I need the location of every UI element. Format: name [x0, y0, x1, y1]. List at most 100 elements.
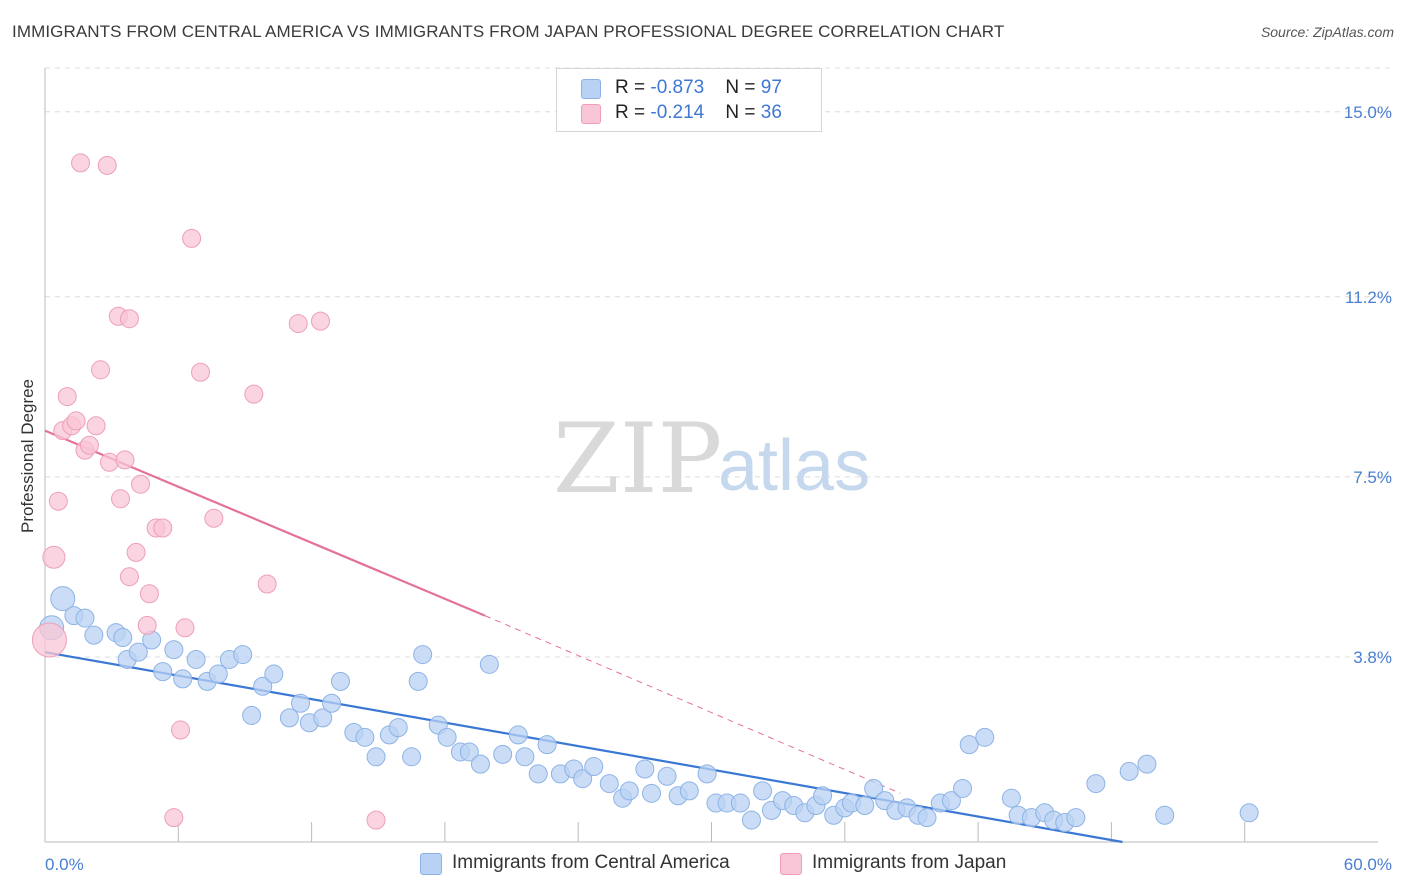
legend-swatch-pink: [581, 104, 601, 124]
point-central-america: [1155, 805, 1175, 825]
point-central-america: [1001, 788, 1021, 808]
point-japan: [131, 474, 151, 494]
point-central-america: [528, 764, 548, 784]
legend-r-label: R =: [615, 77, 651, 98]
point-central-america: [599, 774, 619, 794]
point-central-america: [402, 747, 422, 767]
point-central-america: [186, 649, 206, 669]
y-tick-label: 15.0%: [1344, 103, 1392, 122]
point-central-america: [657, 766, 677, 786]
y-tick-label: 7.5%: [1353, 468, 1392, 487]
point-japan: [153, 518, 173, 538]
legend-r-value: -0.873: [650, 77, 705, 98]
legend-r-label: R =: [615, 102, 651, 123]
x-tick-label: 60.0%: [1344, 855, 1392, 874]
point-japan: [244, 384, 264, 404]
point-central-america: [619, 781, 639, 801]
point-japan: [31, 622, 67, 658]
grid-lines: [45, 67, 1392, 658]
legend-n-label: N =: [725, 102, 761, 123]
point-japan: [57, 387, 77, 407]
point-central-america: [515, 747, 535, 767]
point-central-america: [975, 727, 995, 747]
point-central-america: [233, 645, 253, 665]
point-central-america: [642, 783, 662, 803]
point-central-america: [479, 654, 499, 674]
point-central-america: [855, 795, 875, 815]
point-japan: [204, 508, 224, 528]
point-japan: [126, 542, 146, 562]
series-label-japan: Immigrants from Japan: [812, 852, 1007, 873]
point-central-america: [322, 693, 342, 713]
point-japan: [139, 584, 159, 604]
point-central-america: [697, 764, 717, 784]
point-central-america: [917, 808, 937, 828]
point-central-america: [408, 671, 428, 691]
point-central-america: [459, 742, 479, 762]
point-central-america: [813, 786, 833, 806]
point-central-america: [113, 628, 133, 648]
point-central-america: [128, 642, 148, 662]
legend-n-value: 97: [760, 77, 782, 98]
point-central-america: [388, 718, 408, 738]
point-central-america: [208, 664, 228, 684]
point-japan: [310, 311, 330, 331]
point-central-america: [1119, 761, 1139, 781]
point-japan: [48, 491, 68, 511]
point-central-america: [953, 778, 973, 798]
legend-swatch-blue: [581, 79, 601, 99]
point-central-america: [173, 669, 193, 689]
point-central-america: [1086, 774, 1106, 794]
point-japan: [119, 567, 139, 587]
point-central-america: [679, 781, 699, 801]
point-central-america: [941, 791, 961, 811]
point-central-america: [508, 725, 528, 745]
point-central-america: [264, 664, 284, 684]
legend-r-value: -0.214: [650, 102, 705, 123]
point-central-america: [573, 769, 593, 789]
point-central-america: [584, 757, 604, 777]
y-tick-label: 11.2%: [1345, 288, 1392, 307]
point-japan: [366, 810, 386, 830]
point-central-america: [959, 735, 979, 755]
point-japan: [119, 309, 139, 329]
point-central-america: [84, 625, 104, 645]
point-central-america: [635, 759, 655, 779]
point-central-america: [279, 708, 299, 728]
point-central-america: [470, 754, 490, 774]
point-central-america: [313, 708, 333, 728]
point-japan: [288, 314, 308, 334]
point-japan: [182, 228, 202, 248]
point-japan: [91, 360, 111, 380]
series-label-central-america: Immigrants from Central America: [452, 852, 730, 873]
point-japan: [257, 574, 277, 594]
point-japan: [175, 618, 195, 638]
tick-labels: 3.8% 7.5% 11.2% 15.0% 0.0% 60.0%: [45, 103, 1392, 874]
point-central-america: [413, 645, 433, 665]
point-japan: [66, 411, 86, 431]
point-japan: [42, 545, 66, 569]
point-central-america: [153, 662, 173, 682]
point-japan: [99, 452, 119, 472]
data-points: [31, 153, 1259, 833]
point-central-america: [290, 693, 310, 713]
point-central-america: [1137, 754, 1157, 774]
point-central-america: [864, 778, 884, 798]
series-swatch-blue: [420, 853, 442, 875]
point-central-america: [1239, 803, 1259, 823]
point-japan: [71, 153, 91, 173]
series-swatch-pink: [780, 853, 802, 875]
point-central-america: [253, 676, 273, 696]
point-central-america: [330, 671, 350, 691]
trend-line-japan-extension: [484, 615, 901, 794]
chart-title: IMMIGRANTS FROM CENTRAL AMERICA VS IMMIG…: [12, 22, 1005, 41]
point-japan: [137, 615, 157, 635]
point-central-america: [164, 640, 184, 660]
watermark-zip: ZIP: [553, 403, 722, 515]
point-central-america: [753, 781, 773, 801]
point-central-america: [50, 586, 76, 612]
point-japan: [97, 155, 117, 175]
axes: [44, 68, 1378, 843]
stats-legend: R = -0.873 N = 97 R = -0.214 N = 36: [556, 68, 822, 132]
